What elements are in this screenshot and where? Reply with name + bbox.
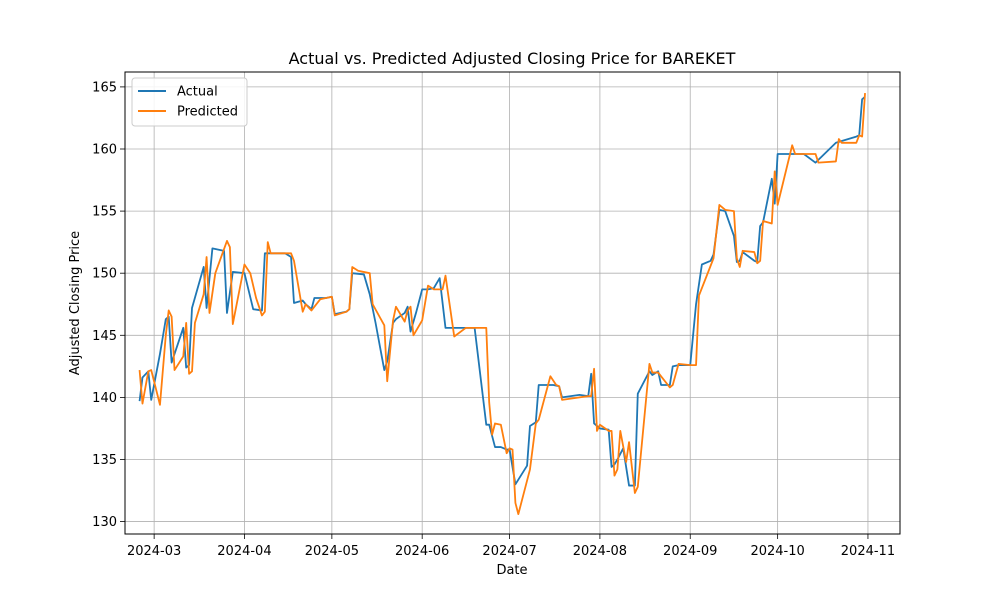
y-axis: 130 135 140 145 150 155 160 165: [92, 80, 125, 530]
x-tick-label: 2024-05: [305, 544, 359, 559]
x-tick-label: 2024-08: [573, 544, 627, 559]
x-tick-label: 2024-11: [841, 544, 895, 559]
x-axis-label: Date: [496, 563, 527, 578]
y-tick-label: 150: [92, 267, 117, 282]
y-tick-label: 160: [92, 143, 117, 158]
series-line-predicted: [138, 93, 866, 516]
y-tick-label: 165: [92, 80, 117, 95]
chart-title: Actual vs. Predicted Adjusted Closing Pr…: [289, 49, 736, 68]
y-tick-label: 135: [92, 453, 117, 468]
x-tick-label: 2024-03: [127, 544, 181, 559]
series-layer: [138, 93, 866, 516]
plot-frame: [124, 71, 901, 535]
x-tick-label: 2024-07: [482, 544, 536, 559]
y-tick-label: 140: [92, 391, 117, 406]
legend: Actual Predicted: [131, 77, 248, 127]
x-axis: 2024-03 2024-04 2024-05 2024-06 2024-07 2024-…: [127, 534, 895, 559]
x-tick-label: 2024-04: [217, 544, 271, 559]
legend-label-predicted: Predicted: [177, 105, 238, 120]
y-tick-label: 130: [92, 515, 117, 530]
x-tick-label: 2024-10: [750, 544, 804, 559]
y-tick-label: 145: [92, 329, 117, 344]
y-axis-label: Adjusted Closing Price: [68, 231, 83, 375]
y-tick-label: 155: [92, 205, 117, 220]
x-tick-label: 2024-09: [663, 544, 717, 559]
legend-label-actual: Actual: [177, 85, 218, 100]
x-tick-label: 2024-06: [395, 544, 449, 559]
series-line-actual: [138, 96, 866, 487]
